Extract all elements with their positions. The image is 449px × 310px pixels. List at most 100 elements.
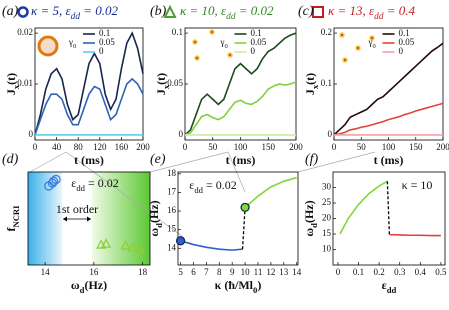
- x-axis-label-part: d: [80, 285, 85, 295]
- x-tick-label: 50: [208, 142, 218, 152]
- transition-connector: [386, 181, 391, 235]
- x-tick-label: 12: [266, 267, 275, 277]
- y-tick-label: 18: [167, 168, 177, 178]
- icon-ring: [17, 6, 29, 18]
- annotation-part: κ = 10: [402, 178, 433, 192]
- x-tick-label: 0: [336, 267, 341, 277]
- y-tick-label: 10: [322, 244, 332, 254]
- point: [48, 176, 59, 186]
- x-tick-label: 0: [183, 142, 188, 152]
- legend-entry: 0.05: [99, 37, 115, 47]
- legend-entry: 0: [399, 46, 404, 56]
- panel-title-part: = 0.4: [383, 3, 415, 18]
- x-tick-label: 0.4: [415, 267, 427, 277]
- x-tick-label: 100: [382, 142, 396, 152]
- y-axis-label-part: f: [4, 227, 18, 232]
- legend-title-part: 0: [73, 43, 76, 50]
- legend-entry: 0: [251, 46, 256, 56]
- x-tick-label: 0: [33, 142, 38, 152]
- x-tick-label: 0.5: [435, 267, 447, 277]
- series-line: [34, 77, 144, 136]
- x-tick-label: 16: [89, 267, 99, 277]
- x-tick-label: 13: [279, 267, 289, 277]
- y-axis-label-part: x: [161, 84, 171, 89]
- x-tick-label: 14: [292, 267, 302, 277]
- series-line: [339, 180, 388, 235]
- x-axis-label-part: ): [257, 278, 261, 292]
- panel-title: κ = 5, εdd = 0.02: [31, 3, 119, 22]
- zoom-lines: [29, 151, 376, 237]
- panel-title-part: dd: [71, 12, 81, 22]
- y-axis-label-part: (t): [4, 73, 18, 85]
- point: [120, 240, 131, 250]
- y-axis-label-part: (t): [154, 73, 168, 85]
- x-axis-label: t (ms): [74, 153, 104, 167]
- inset-ring: [37, 35, 59, 57]
- x-axis-label-part: ω: [71, 278, 80, 292]
- plot-frame: [27, 171, 151, 266]
- point: [100, 238, 112, 248]
- panel-title: κ = 13, εdd = 0.4: [328, 3, 416, 22]
- x-axis-label-part: ε: [382, 278, 387, 292]
- endpoint-marker: [175, 236, 186, 246]
- legend-entry: 0.05: [251, 37, 267, 47]
- annotation: εdd = 0.02: [189, 178, 236, 195]
- y-axis-label-part: (Hz): [302, 200, 316, 223]
- endpoint-marker: [240, 202, 250, 212]
- y-tick-label: 0.1: [321, 78, 332, 88]
- x-axis-label-part: (Hz): [84, 278, 107, 292]
- point: [51, 174, 61, 185]
- series-line: [184, 32, 297, 136]
- y-tick-label: 25: [322, 197, 332, 207]
- series-line: [333, 42, 444, 136]
- x-tick-label: 11: [254, 267, 263, 277]
- panel-title-part: dd: [374, 12, 384, 22]
- y-axis-label-part: J: [303, 89, 317, 95]
- annotation-part: ε: [71, 176, 76, 190]
- x-tick-label: 6: [191, 267, 196, 277]
- panel-title-part: dd: [226, 12, 236, 22]
- legend-entry: 0.05: [399, 37, 415, 47]
- annotation-part: dd: [76, 183, 85, 193]
- y-tick-label: 0.02: [17, 27, 33, 37]
- x-tick-label: 120: [93, 142, 107, 152]
- annotation-part: ε: [189, 178, 194, 192]
- series-line: [244, 176, 297, 208]
- x-tick-label: 7: [204, 267, 209, 277]
- y-tick-label: 15: [322, 228, 332, 238]
- x-axis-label-part: 0: [253, 285, 257, 295]
- panel-title-part: κ = 13, ε: [328, 3, 375, 18]
- x-tick-label: 0.2: [373, 267, 384, 277]
- icon-square: [312, 6, 324, 18]
- x-tick-label: 18: [138, 267, 148, 277]
- x-tick-label: 100: [234, 142, 248, 152]
- legend-entry: 0.1: [251, 28, 262, 38]
- legend-title-part: γ: [368, 37, 373, 47]
- series-line: [180, 240, 243, 251]
- series-line: [389, 233, 441, 237]
- x-axis-label: ωd(Hz): [71, 278, 107, 295]
- legend-title-part: 0: [372, 43, 375, 50]
- x-axis-label-part: κ (ħ/Ml: [215, 278, 254, 292]
- x-tick-label: 200: [436, 142, 449, 152]
- x-tick-label: 5: [178, 267, 183, 277]
- legend-entry: 0: [99, 46, 104, 56]
- y-tick-label: 0.05: [167, 78, 183, 88]
- annotation-part: dd: [194, 185, 203, 195]
- annotation-part: = 0.02: [85, 176, 119, 190]
- series-line: [333, 102, 444, 136]
- series-line: [184, 81, 297, 136]
- panel-title: κ = 10, εdd = 0.02: [180, 3, 274, 22]
- y-axis-label-part: NCRI: [11, 205, 21, 228]
- y-tick-label: 15: [167, 224, 177, 234]
- y-axis-label-part: d: [154, 223, 164, 228]
- y-axis-label-part: d: [309, 223, 319, 228]
- legend-title-part: γ: [220, 37, 225, 47]
- x-tick-label: 150: [409, 142, 423, 152]
- y-axis-label: ωd(Hz): [302, 200, 319, 236]
- transition-connector: [241, 207, 246, 250]
- x-tick-label: 50: [357, 142, 367, 152]
- y-tick-label: 17: [167, 187, 177, 197]
- x-tick-label: 160: [115, 142, 129, 152]
- panel-label: (f): [305, 152, 319, 167]
